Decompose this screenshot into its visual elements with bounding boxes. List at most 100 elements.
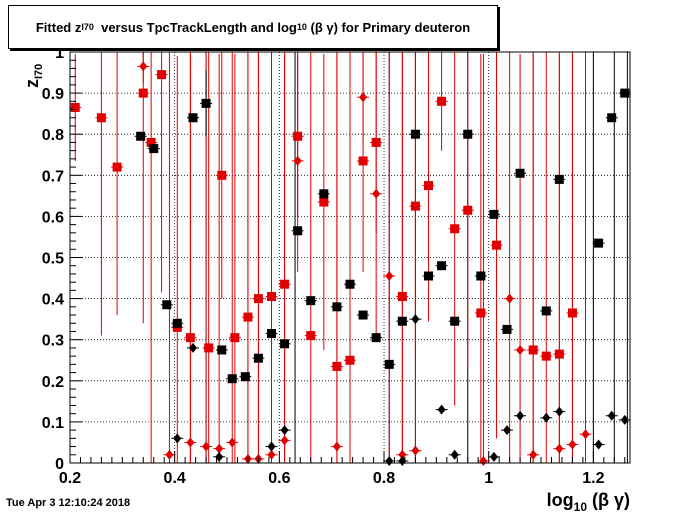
data-point [162,300,172,310]
data-point [502,324,512,334]
data-point [411,445,420,456]
data-point [594,238,604,248]
data-point [555,443,564,454]
x-tick-label: 0.2 [59,470,81,487]
data-point [476,308,486,318]
data-points [70,61,630,466]
x-tick-label: 1.2 [582,470,604,487]
data-point [293,131,303,141]
data-point [267,449,276,460]
data-point [463,129,473,139]
data-point [136,131,146,141]
data-point [567,308,577,318]
data-point [437,261,447,271]
x-tick-label: 0.6 [268,470,290,487]
data-point [385,455,394,466]
data-point [215,443,224,454]
data-point [398,449,407,460]
data-point [515,168,525,178]
x-axis-label: log10 (β γ) [547,490,630,514]
title-prefix-sub: I70 [81,22,94,32]
y-tick-label: 0.5 [42,251,64,268]
data-point [358,156,368,166]
y-tick-label: 0.4 [42,292,64,309]
data-point [266,292,276,302]
data-point [332,302,342,312]
data-point [293,155,302,166]
data-point [385,270,394,281]
data-point [411,314,420,325]
data-point [489,209,499,219]
data-point [607,410,616,421]
timestamp: Tue Apr 3 12:10:24 2018 [6,497,131,509]
data-point [505,293,514,304]
data-point [581,429,590,440]
data-point [240,372,250,382]
y-tick-label: 0.7 [42,168,64,185]
data-point [397,292,407,302]
data-point [503,425,512,436]
data-point [372,188,381,199]
data-point [489,451,498,462]
data-point [280,339,290,349]
data-point [568,439,577,450]
y-tick-label: 0.9 [42,86,64,103]
data-point [594,439,603,450]
data-point [528,345,538,355]
data-point [476,271,486,281]
data-point [516,410,525,421]
title-middle-sub: 10 [296,22,307,32]
data-point [332,361,342,371]
data-point [138,88,148,98]
data-point [437,404,446,415]
axes: 0.2 0.4 0.6 0.8 1 1.2 0 0.1 0.2 0.3 0.4 0.5 0.6 0.7 0.… [22,45,631,514]
data-point [253,294,263,304]
data-point [450,449,459,460]
data-point [280,279,290,289]
data-point [202,441,211,452]
data-point [541,351,551,361]
data-point [280,435,289,446]
data-point [437,96,447,106]
data-point [516,344,525,355]
data-point [149,144,159,154]
title-suffix: (β γ) for Primary deuteron [306,19,471,35]
data-point [204,343,214,353]
data-point [280,425,289,436]
data-point [463,205,473,215]
data-point [139,61,148,72]
y-tick-label: 0.3 [42,333,64,350]
data-point [306,331,316,341]
data-point [217,170,227,180]
x-tick-label: 0.8 [373,470,395,487]
data-point [293,226,303,236]
x-tick-label: 0.4 [164,470,186,487]
data-point [157,70,167,80]
chart-title: Fitted z I70 versus TpcTrackLength and l… [8,5,498,49]
data-point [70,102,80,112]
data-point [450,224,460,234]
data-point [185,333,195,343]
y-tick-label: 1 [55,45,64,62]
title-prefix: Fitted z [35,19,82,35]
data-point [410,201,420,211]
data-point [172,318,182,328]
data-point [620,88,630,98]
error-bars [69,52,631,463]
data-point [345,279,355,289]
data-point [371,333,381,343]
data-point [492,240,502,250]
data-point [345,355,355,365]
data-point [253,353,263,363]
y-tick-label: 0.2 [42,374,64,391]
data-point [358,310,368,320]
data-point [542,412,551,423]
data-point [371,137,381,147]
data-point [165,449,174,460]
data-point [215,451,224,462]
y-tick-label: 0.6 [42,209,64,226]
data-point [554,174,564,184]
data-point [332,441,341,452]
data-point [607,113,617,123]
data-point [266,329,276,339]
